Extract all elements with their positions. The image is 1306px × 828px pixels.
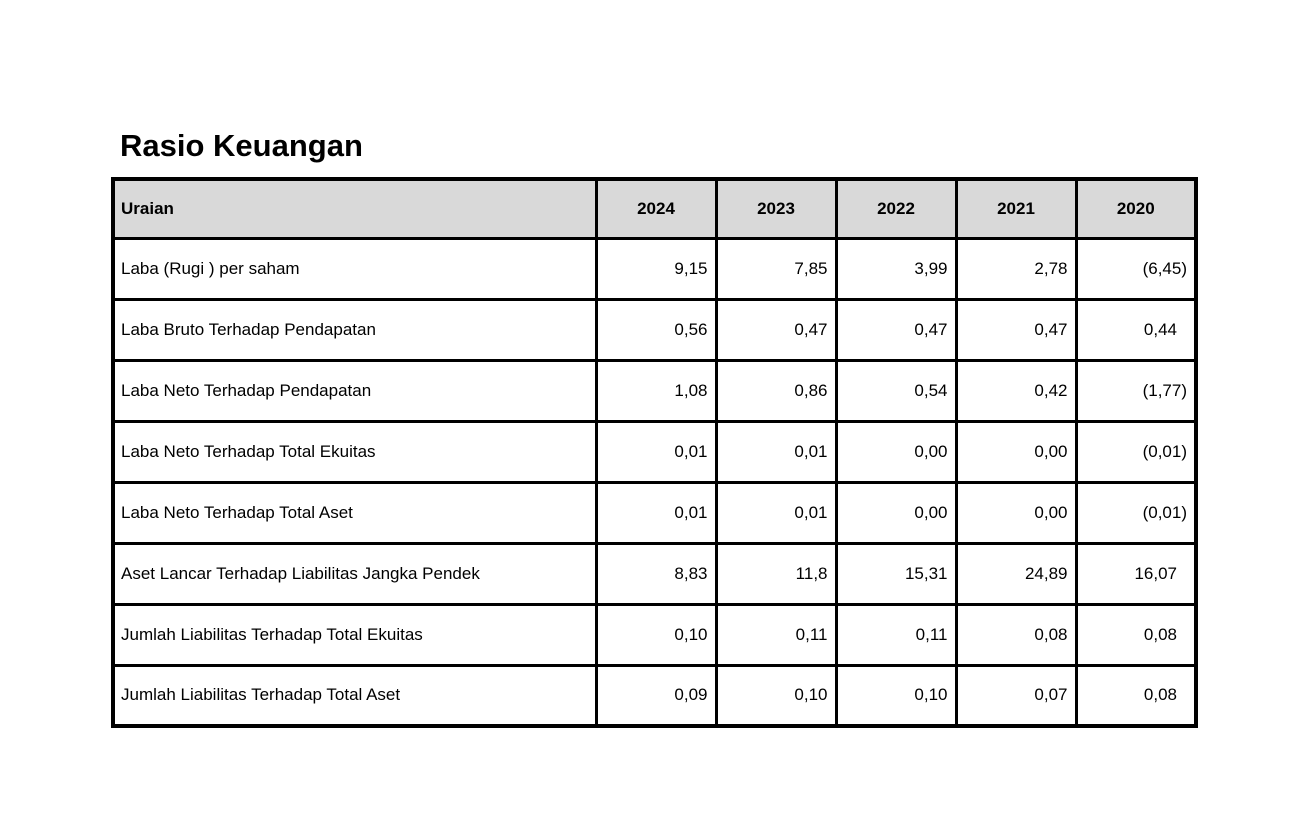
ratio-value-cell: 8,83 — [594, 541, 718, 606]
ratio-label-cell: Aset Lancar Terhadap Liabilitas Jangka P… — [111, 541, 598, 606]
ratio-value-cell: 3,99 — [834, 236, 958, 301]
table-row: Laba Neto Terhadap Total Aset 0,01 0,01 … — [111, 480, 1198, 545]
ratio-value-cell: 0,01 — [714, 419, 838, 484]
table-row: Laba Neto Terhadap Total Ekuitas 0,01 0,… — [111, 419, 1198, 484]
ratio-value-cell: 11,8 — [714, 541, 838, 606]
table-row: Laba Bruto Terhadap Pendapatan 0,56 0,47… — [111, 297, 1198, 362]
ratio-value-cell: 0,56 — [594, 297, 718, 362]
column-header-uraian: Uraian — [111, 177, 598, 240]
ratio-label-cell: Jumlah Liabilitas Terhadap Total Ekuitas — [111, 602, 598, 667]
ratio-value-cell: 0,11 — [714, 602, 838, 667]
ratio-value-cell: (0,01) — [1074, 480, 1198, 545]
ratio-value-cell: 0,54 — [834, 358, 958, 423]
ratio-value-cell: 24,89 — [954, 541, 1078, 606]
ratio-value-cell: 0,00 — [954, 419, 1078, 484]
ratio-value-cell: 0,47 — [954, 297, 1078, 362]
ratio-value-cell: 0,47 — [834, 297, 958, 362]
ratio-label-cell: Jumlah Liabilitas Terhadap Total Aset — [111, 663, 598, 728]
ratio-label-cell: Laba Neto Terhadap Pendapatan — [111, 358, 598, 423]
ratio-value-cell: 0,00 — [954, 480, 1078, 545]
ratio-value-cell: 2,78 — [954, 236, 1078, 301]
ratio-value-cell: (6,45) — [1074, 236, 1198, 301]
column-header-2024: 2024 — [594, 177, 718, 240]
column-header-2022: 2022 — [834, 177, 958, 240]
table-row: Laba (Rugi ) per saham 9,15 7,85 3,99 2,… — [111, 236, 1198, 301]
table-row: Aset Lancar Terhadap Liabilitas Jangka P… — [111, 541, 1198, 606]
ratio-value-cell: 0,08 — [954, 602, 1078, 667]
table-row: Jumlah Liabilitas Terhadap Total Aset 0,… — [111, 663, 1198, 728]
column-header-2020: 2020 — [1074, 177, 1198, 240]
ratio-value-cell: 0,07 — [954, 663, 1078, 728]
ratio-value-cell: 9,15 — [594, 236, 718, 301]
ratio-value-cell: 0,42 — [954, 358, 1078, 423]
table-row: Jumlah Liabilitas Terhadap Total Ekuitas… — [111, 602, 1198, 667]
ratio-value-cell: 15,31 — [834, 541, 958, 606]
table-row: Laba Neto Terhadap Pendapatan 1,08 0,86 … — [111, 358, 1198, 423]
ratio-label-cell: Laba Neto Terhadap Total Ekuitas — [111, 419, 598, 484]
ratio-value-cell: 0,47 — [714, 297, 838, 362]
ratio-value-cell: 0,00 — [834, 419, 958, 484]
ratio-value-cell: 0,10 — [594, 602, 718, 667]
ratio-value-cell: (0,01) — [1074, 419, 1198, 484]
column-header-2023: 2023 — [714, 177, 838, 240]
financial-ratios-table: Uraian 2024 2023 2022 2021 2020 Laba (Ru… — [111, 177, 1198, 728]
ratio-value-cell: 0,08 — [1074, 663, 1198, 728]
ratio-value-cell: 0,01 — [594, 419, 718, 484]
table-header-row: Uraian 2024 2023 2022 2021 2020 — [111, 177, 1198, 240]
page-title: Rasio Keuangan — [120, 128, 363, 163]
ratio-value-cell: 0,86 — [714, 358, 838, 423]
ratio-value-cell: 0,10 — [834, 663, 958, 728]
ratio-value-cell: 0,44 — [1074, 297, 1198, 362]
ratio-value-cell: 0,11 — [834, 602, 958, 667]
ratio-value-cell: 0,08 — [1074, 602, 1198, 667]
ratio-value-cell: 16,07 — [1074, 541, 1198, 606]
ratio-label-cell: Laba Neto Terhadap Total Aset — [111, 480, 598, 545]
column-header-2021: 2021 — [954, 177, 1078, 240]
ratio-label-cell: Laba Bruto Terhadap Pendapatan — [111, 297, 598, 362]
ratio-value-cell: 1,08 — [594, 358, 718, 423]
ratio-value-cell: 0,00 — [834, 480, 958, 545]
ratio-value-cell: 7,85 — [714, 236, 838, 301]
ratio-value-cell: 0,01 — [594, 480, 718, 545]
ratio-value-cell: 0,01 — [714, 480, 838, 545]
ratio-value-cell: 0,10 — [714, 663, 838, 728]
ratio-value-cell: 0,09 — [594, 663, 718, 728]
ratio-label-cell: Laba (Rugi ) per saham — [111, 236, 598, 301]
ratio-value-cell: (1,77) — [1074, 358, 1198, 423]
